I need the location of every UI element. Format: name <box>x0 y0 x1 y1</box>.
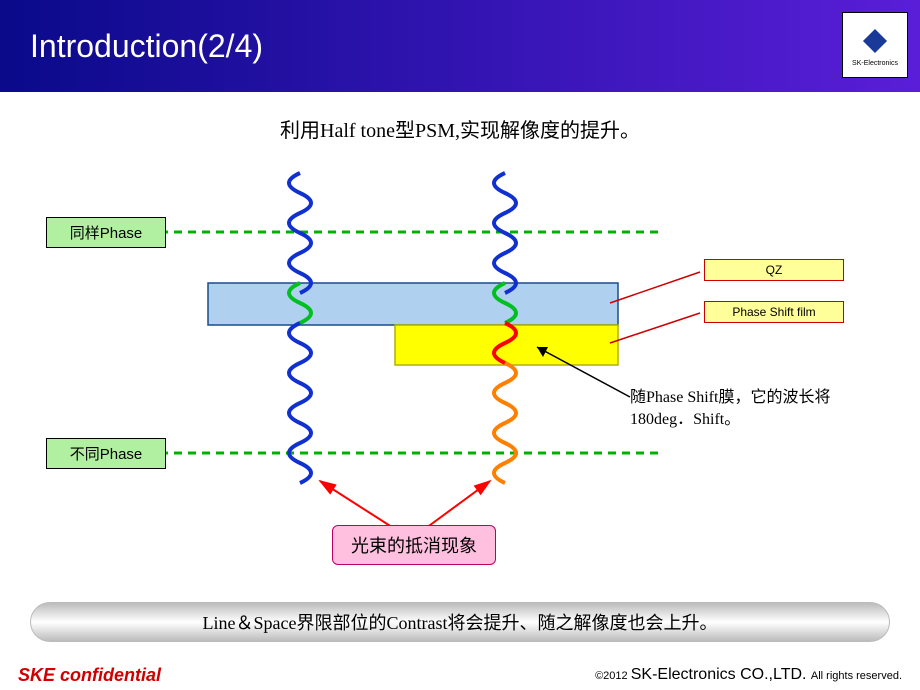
conclusion-text: Line＆Space界限部位的Contrast将会提升、随之解像度也会上升。 <box>203 609 718 635</box>
company-logo: SK-Electronics <box>842 12 908 78</box>
cancellation-label: 光束的抵消现象 <box>332 525 496 565</box>
slide-header: Introduction(2/4) SK-Electronics <box>0 0 920 92</box>
cancellation-arrows <box>0 155 920 585</box>
page-title: Introduction(2/4) <box>30 28 263 65</box>
phase-shift-annotation: 随Phase Shift膜，它的波长将 180deg．Shift。 <box>630 387 910 432</box>
logo-text: SK-Electronics <box>852 60 898 67</box>
confidential-label: SKE confidential <box>18 665 161 686</box>
diamond-icon <box>858 24 892 58</box>
phase-shift-diagram: 同样Phase 不同Phase QZ Phase Shift film <box>0 155 920 585</box>
conclusion-bar: Line＆Space界限部位的Contrast将会提升、随之解像度也会上升。 <box>30 602 890 642</box>
slide-footer: SKE confidential ©2012 SK-Electronics CO… <box>0 660 920 690</box>
slide-subtitle: 利用Half tone型PSM,实现解像度的提升。 <box>0 114 920 143</box>
copyright-text: ©2012 SK-Electronics CO.,LTD. All rights… <box>595 666 902 684</box>
annotation-line1: 随Phase Shift膜，它的波长将 <box>630 389 830 406</box>
annotation-line2: 180deg．Shift。 <box>630 411 740 428</box>
